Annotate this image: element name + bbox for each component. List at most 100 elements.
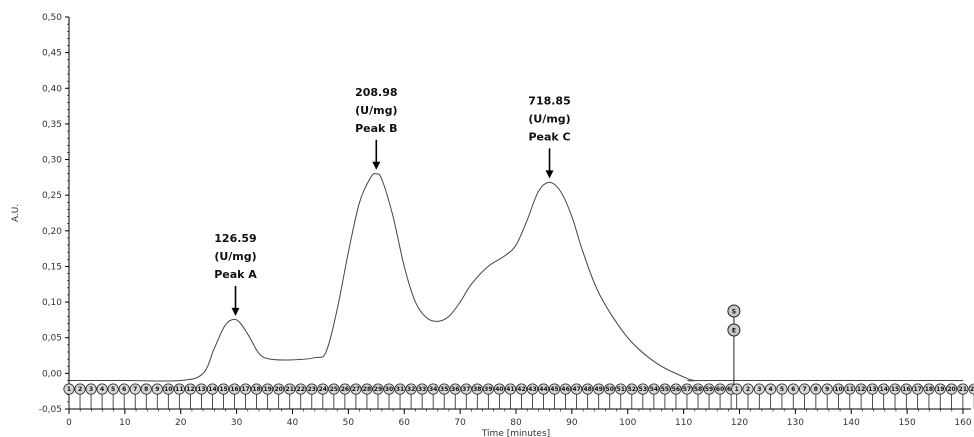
fraction-marker [449, 383, 461, 395]
fraction-number: 15 [891, 386, 899, 393]
fraction-marker [593, 383, 605, 395]
fraction-marker [118, 383, 130, 395]
fraction-number: 7 [802, 386, 806, 393]
fraction-number: 5 [780, 386, 784, 393]
x-axis-label: Time [minutes] [481, 429, 550, 437]
fraction-marker [604, 383, 616, 395]
x-tick-label: 90 [566, 418, 578, 428]
fraction-marker [681, 383, 693, 395]
fraction-number: 40 [495, 386, 503, 393]
fraction-number: 17 [241, 386, 249, 393]
fraction-marker [878, 383, 890, 395]
peak-activity-value: 126.59 [214, 232, 256, 245]
fraction-marker [493, 383, 505, 395]
fraction-marker [328, 383, 340, 395]
series-layer [69, 173, 963, 382]
x-tick-label: 150 [899, 418, 916, 428]
fraction-number: 42 [517, 386, 525, 393]
fraction-number: 32 [407, 386, 415, 393]
fraction-number: 12 [857, 386, 865, 393]
fraction-marker [504, 383, 517, 395]
y-tick-label: 0,10 [42, 298, 62, 308]
fraction-marker [798, 383, 811, 395]
fraction-number: 5 [111, 386, 115, 393]
fraction-number: 10 [834, 386, 842, 393]
event-marker-label: E [732, 328, 736, 335]
fraction-marker [107, 383, 119, 395]
fraction-marker [889, 383, 901, 395]
fraction-number: 9 [825, 386, 829, 393]
fraction-marker [427, 383, 439, 395]
fraction-marker [957, 383, 969, 395]
fraction-marker [637, 383, 649, 395]
fraction-number: 26 [341, 386, 349, 393]
fraction-number: 8 [814, 386, 818, 393]
fraction-number: 28 [363, 386, 371, 393]
fraction-number: 12 [186, 386, 194, 393]
fraction-marker [900, 383, 912, 395]
fraction-number: 4 [769, 386, 773, 393]
fraction-number: 22 [297, 386, 305, 393]
y-tick-label: 0,25 [42, 191, 62, 201]
fraction-marker [460, 383, 472, 395]
fraction-number: 54 [650, 386, 658, 393]
series-line [69, 173, 963, 382]
y-tick-label: 0,35 [42, 120, 62, 130]
fraction-marker [515, 383, 528, 395]
fraction-marker [85, 383, 97, 395]
y-tick-label: 0,50 [42, 13, 62, 23]
fraction-number: 19 [936, 386, 944, 393]
fraction-marker [832, 383, 845, 395]
fraction-marker [173, 383, 185, 395]
fraction-number: 3 [89, 386, 93, 393]
y-tick-label: 0,00 [42, 369, 62, 379]
fraction-marker [394, 383, 406, 395]
fraction-marker [206, 383, 219, 395]
fraction-number: 48 [583, 386, 591, 393]
fraction-number: 15 [219, 386, 227, 393]
fraction-number: 41 [506, 386, 514, 393]
fraction-number: 30 [385, 386, 393, 393]
y-tick-label: 0,15 [42, 262, 62, 272]
x-tick-label: 130 [787, 418, 804, 428]
x-tick-label: 20 [175, 418, 187, 428]
x-tick-label: 0 [66, 418, 72, 428]
axes: -0,05 0,00 0,05 0,10 0,15 0,20 0,25 0,30 0,35 0,4… [11, 13, 972, 437]
peak-annotation: 208.98 (U/mg) Peak B [355, 86, 398, 170]
fraction-marker [537, 383, 550, 395]
fraction-number: 6 [122, 386, 126, 393]
fraction-marker [140, 383, 152, 395]
fraction-number: 43 [528, 386, 536, 393]
y-axis-label: A.U. [11, 204, 21, 222]
fraction-marker [714, 383, 726, 395]
fraction-marker [350, 383, 362, 395]
y-tick-label: 0,20 [42, 227, 62, 237]
fraction-number: 4 [100, 386, 104, 393]
fraction-marker [571, 383, 583, 395]
fraction-number: 44 [539, 386, 547, 393]
x-tick-label: 60 [399, 418, 411, 428]
fraction-number: 18 [925, 386, 933, 393]
fraction-marker [438, 383, 450, 395]
fraction-marker [151, 383, 163, 395]
peak-annotation: 126.59 (U/mg) Peak A [214, 232, 257, 316]
fraction-marker [934, 383, 946, 395]
fraction-marker [482, 383, 494, 395]
fraction-marker [195, 383, 208, 395]
fraction-number: 20 [947, 386, 955, 393]
y-tick-label: 0,40 [42, 84, 62, 94]
x-tick-label: 120 [731, 418, 748, 428]
fraction-marker [239, 383, 252, 395]
fraction-markers: 1 2 3 4 5 6 7 8 9 10 11 12 13 14 15 16 17 18 19 20 21 22 23 24 2… [63, 383, 974, 409]
x-tick-label: 160 [954, 418, 971, 428]
fraction-marker [968, 383, 974, 395]
fraction-number: 7 [133, 386, 137, 393]
fraction-number: 1 [67, 386, 71, 393]
x-tick-label: 80 [510, 418, 522, 428]
fraction-number: 34 [429, 386, 437, 393]
fraction-number: 14 [208, 386, 216, 393]
peak-arrow-head [545, 170, 554, 179]
fraction-marker [471, 383, 483, 395]
